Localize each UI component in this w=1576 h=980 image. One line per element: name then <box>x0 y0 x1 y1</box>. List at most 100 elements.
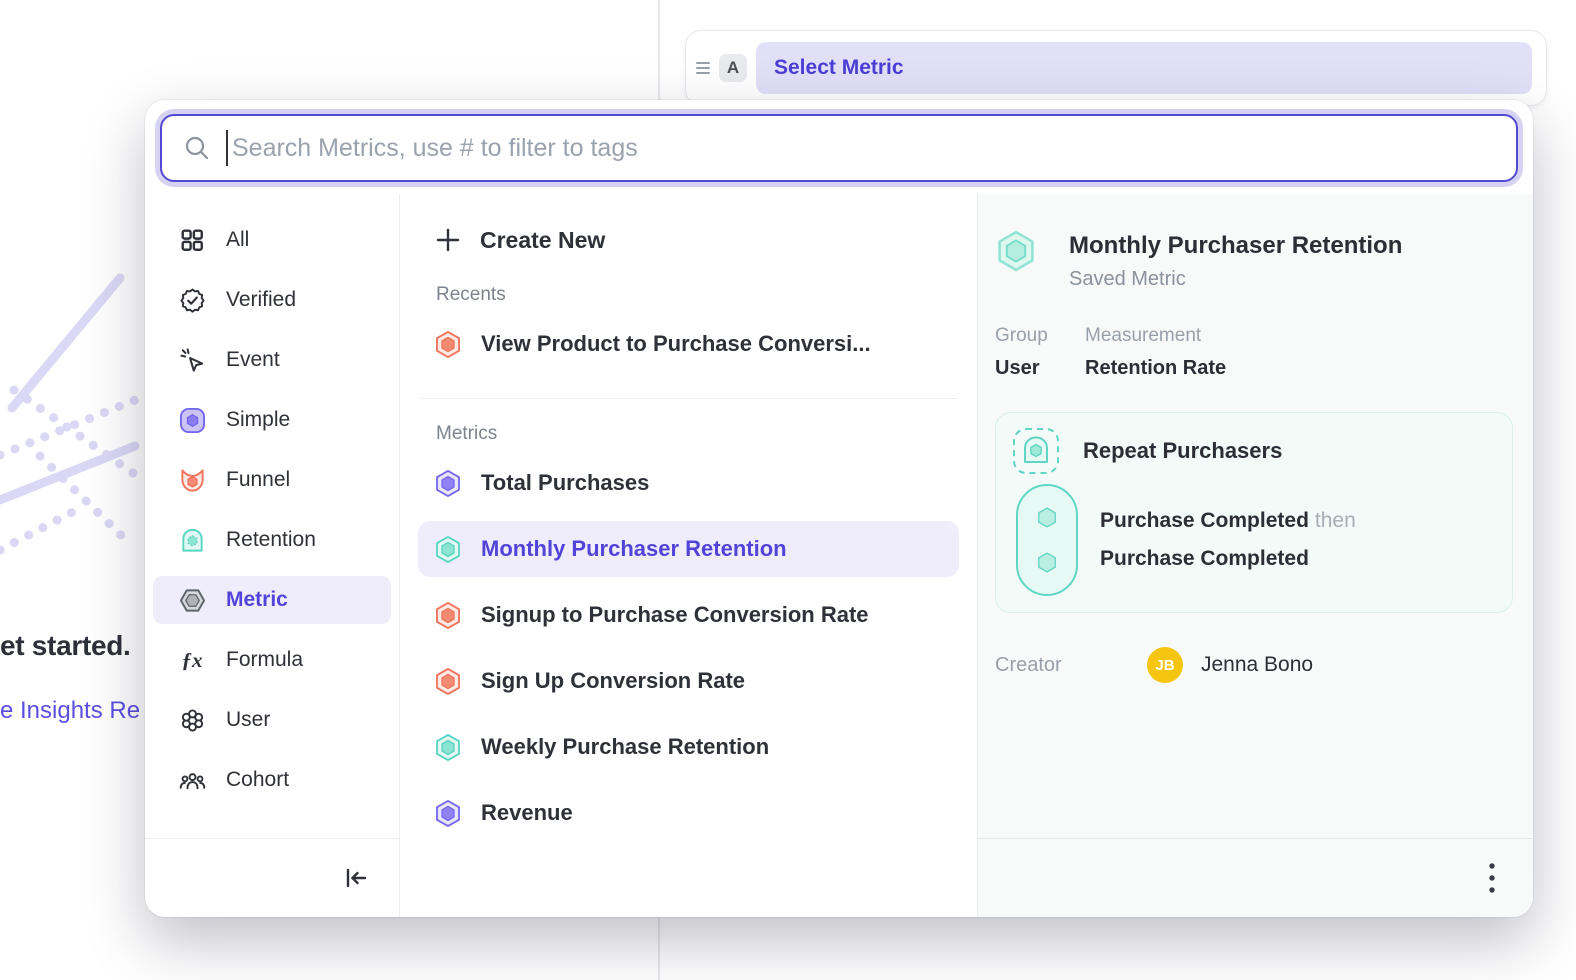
section-label-recents: Recents <box>436 284 506 305</box>
funnel-metric-hexagon-icon <box>434 601 462 629</box>
text-cursor <box>226 130 228 166</box>
sidebar-item-label: Simple <box>226 408 291 431</box>
metric-row[interactable]: View Product to Purchase Conversi... <box>418 316 959 372</box>
metric-row-label: Revenue <box>481 800 573 825</box>
retention-icon <box>178 526 206 554</box>
metric-row[interactable]: Revenue <box>418 785 959 841</box>
sidebar-item-retention[interactable]: Retention <box>153 516 391 564</box>
detail-footer <box>978 838 1533 917</box>
saved-metric-hexagon-icon <box>998 230 1034 272</box>
sidebar-item-label: Formula <box>226 648 304 671</box>
sidebar-item-label: Retention <box>226 528 316 551</box>
definition-step: Purchase Completed <box>1100 547 1356 571</box>
metric-row-label: Sign Up Conversion Rate <box>481 668 746 693</box>
search-box[interactable] <box>160 114 1518 182</box>
section-label-metrics: Metrics <box>436 423 498 444</box>
avatar: JB <box>1147 647 1183 683</box>
metric-icon <box>178 586 206 614</box>
metric-detail-panel: Monthly Purchaser Retention Saved Metric… <box>978 194 1533 917</box>
funnel-metric-hexagon-icon <box>434 667 462 695</box>
sidebar-item-label: Verified <box>226 288 297 311</box>
sidebar-item-verified[interactable]: Verified <box>153 276 391 324</box>
sidebar-item-metric[interactable]: Metric <box>153 576 391 624</box>
insights-report-link[interactable]: e Insights Re <box>0 697 141 724</box>
metric-row-label: Monthly Purchaser Retention <box>481 536 787 561</box>
formula-icon: ƒx <box>181 647 203 672</box>
collapse-left-icon[interactable] <box>343 865 369 891</box>
metric-row-label: Total Purchases <box>481 470 650 495</box>
create-new-button[interactable]: Create New <box>418 218 959 262</box>
step-event-name: Purchase Completed <box>1100 547 1309 570</box>
retention-metric-hexagon-icon <box>434 733 462 761</box>
metric-row-label: Weekly Purchase Retention <box>481 734 770 759</box>
metric-row-selected[interactable]: Monthly Purchaser Retention <box>418 521 959 577</box>
sidebar-item-label: Event <box>226 348 280 371</box>
metric-row[interactable]: Weekly Purchase Retention <box>418 719 959 775</box>
sidebar-item-label: All <box>226 228 250 251</box>
sidebar-item-simple[interactable]: Simple <box>153 396 391 444</box>
search-icon <box>185 136 209 160</box>
filter-sidebar: All Verified Event <box>145 194 400 917</box>
event-cursor-icon <box>178 346 206 374</box>
sidebar-item-event[interactable]: Event <box>153 336 391 384</box>
step-suffix: then <box>1314 509 1356 532</box>
definition-step: Purchase Completed then <box>1100 509 1356 533</box>
cohort-icon <box>178 766 206 794</box>
select-metric-label: Select Metric <box>774 56 904 79</box>
sidebar-item-label: Funnel <box>226 468 291 491</box>
background-sketch <box>0 273 145 555</box>
verified-badge-icon <box>178 286 206 314</box>
step-event-name: Purchase Completed <box>1100 509 1309 532</box>
detail-subtitle: Saved Metric <box>1069 268 1186 290</box>
group-label: Group <box>995 325 1048 346</box>
plus-icon <box>436 228 460 252</box>
sidebar-item-funnel[interactable]: Funnel <box>153 456 391 504</box>
create-new-label: Create New <box>480 226 606 253</box>
query-builder-row: A Select Metric <box>685 30 1547 106</box>
detail-title: Monthly Purchaser Retention <box>1069 232 1403 259</box>
grid-icon <box>178 226 206 254</box>
simple-icon <box>178 406 206 434</box>
list-divider <box>420 398 957 399</box>
sidebar-item-formula[interactable]: ƒx Formula <box>153 636 391 684</box>
event-hexagon-icon <box>1038 552 1056 573</box>
metric-row-label: View Product to Purchase Conversi... <box>481 331 871 356</box>
metric-row[interactable]: Signup to Purchase Conversion Rate <box>418 587 959 643</box>
metric-list-panel: Create New Recents View Product to Purch… <box>400 194 978 917</box>
metric-row[interactable]: Sign Up Conversion Rate <box>418 653 959 709</box>
creator-row: Creator JB Jenna Bono <box>995 647 1513 683</box>
sidebar-item-label: Cohort <box>226 768 290 791</box>
sidebar-item-all[interactable]: All <box>153 216 391 264</box>
sidebar-item-user[interactable]: User <box>153 696 391 744</box>
user-icon <box>178 706 206 734</box>
search-input[interactable] <box>232 133 1506 163</box>
measurement-label: Measurement <box>1085 325 1202 346</box>
sidebar-footer <box>145 838 399 917</box>
kebab-menu-icon[interactable] <box>1487 861 1497 895</box>
funnel-icon <box>178 466 206 494</box>
metric-row-label: Signup to Purchase Conversion Rate <box>481 602 869 627</box>
funnel-metric-hexagon-icon <box>434 330 462 358</box>
measurement-value: Retention Rate <box>1085 357 1227 379</box>
metric-row[interactable]: Total Purchases <box>418 455 959 511</box>
row-label-badge[interactable]: A <box>719 54 747 82</box>
definition-name: Repeat Purchasers <box>1083 438 1283 463</box>
repeat-purchasers-icon <box>1013 428 1059 474</box>
creator-name: Jenna Bono <box>1201 653 1314 676</box>
retention-metric-hexagon-icon <box>434 535 462 563</box>
metric-picker-modal: All Verified Event <box>145 100 1533 917</box>
metric-hexagon-icon <box>434 469 462 497</box>
sidebar-item-cohort[interactable]: Cohort <box>153 756 391 804</box>
sidebar-item-label: User <box>226 708 271 731</box>
select-metric-pill[interactable]: Select Metric <box>756 42 1532 94</box>
creator-label: Creator <box>995 653 1062 676</box>
sidebar-item-label: Metric <box>226 588 288 611</box>
definition-card: Repeat Purchasers <box>995 412 1513 613</box>
event-hexagon-icon <box>1038 507 1056 528</box>
group-value: User <box>995 357 1040 379</box>
metric-hexagon-icon <box>434 799 462 827</box>
search-area <box>145 100 1533 194</box>
drag-handle-icon[interactable] <box>696 62 710 74</box>
event-sequence-capsule <box>1016 484 1078 596</box>
get-started-text: et started. <box>0 630 131 661</box>
